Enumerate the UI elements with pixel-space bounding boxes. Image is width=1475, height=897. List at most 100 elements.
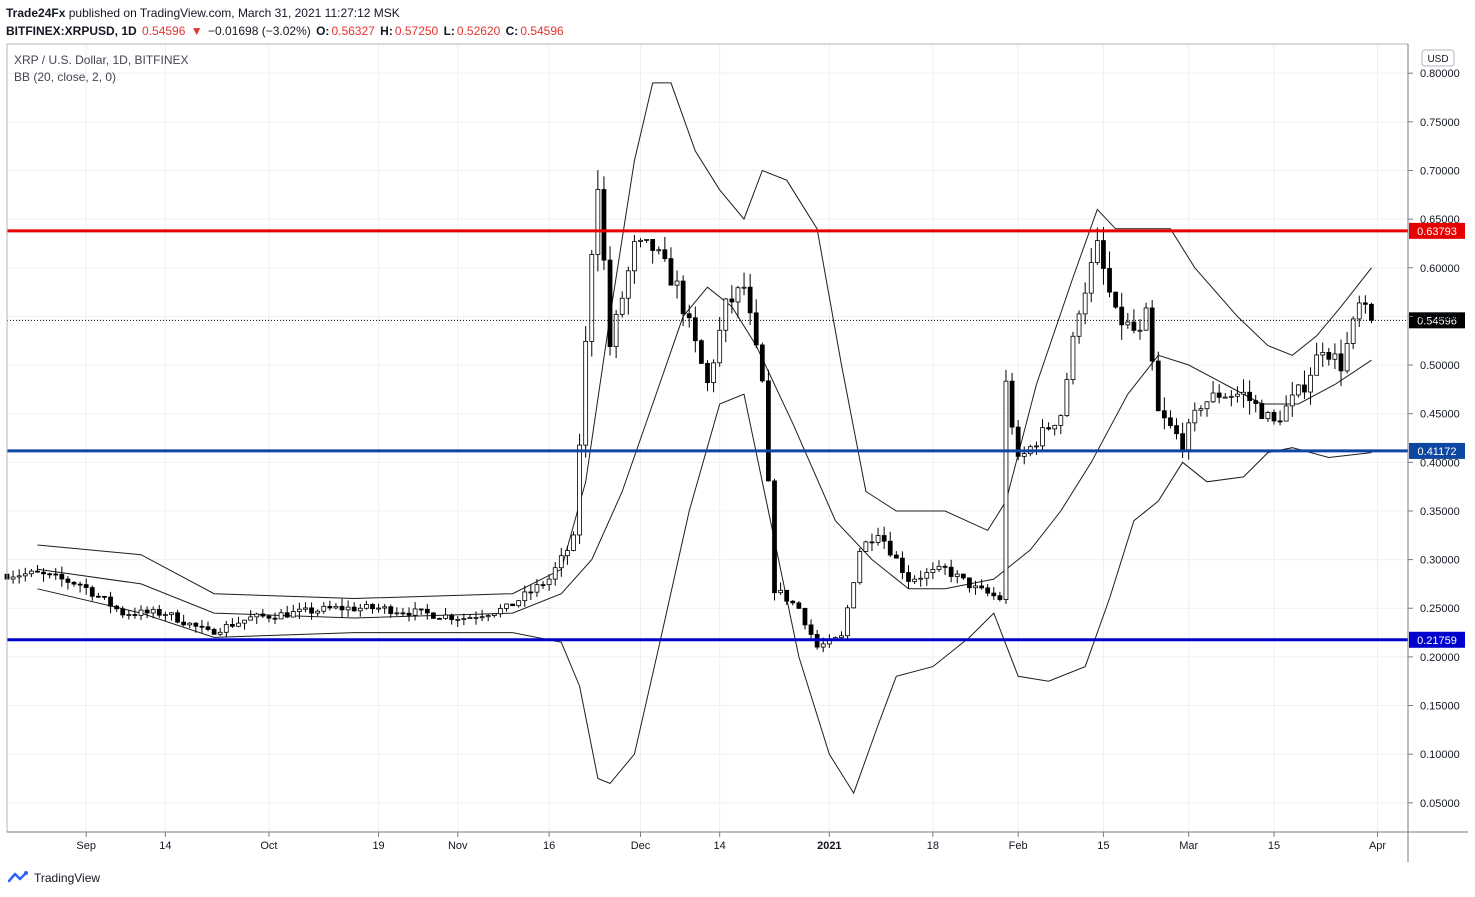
candle-down (95, 595, 101, 598)
candle-down (1369, 303, 1374, 321)
candle-up (558, 555, 564, 569)
candle-up (546, 578, 552, 586)
candle-up (321, 605, 327, 612)
candle-down (1119, 306, 1125, 326)
candle-down (65, 578, 71, 583)
y-tick-label: 0.60000 (1420, 263, 1460, 275)
candle-up (1064, 379, 1070, 416)
candle-down (309, 607, 314, 614)
candle-down (199, 625, 205, 628)
candle-down (1015, 426, 1021, 457)
candle-down (942, 565, 948, 568)
x-tick-label: 15 (1097, 840, 1109, 852)
legend-title: XRP / U.S. Dollar, 1D, BITFINEX (14, 53, 189, 67)
candle-up (467, 617, 473, 620)
x-tick-label: 15 (1268, 840, 1280, 852)
candle-up (1003, 380, 1009, 600)
candle-up (1308, 374, 1313, 393)
candle-down (370, 604, 375, 610)
publisher-name[interactable]: Trade24Fx (6, 6, 66, 20)
candle-down (960, 573, 966, 579)
x-tick-label: Sep (76, 840, 96, 852)
level-label: 0.63793 (1417, 226, 1457, 238)
candle-down (339, 605, 345, 611)
candle-down (132, 614, 138, 616)
y-tick-label: 0.70000 (1420, 165, 1460, 177)
candle-up (138, 609, 144, 616)
legend-indicator[interactable]: BB (20, close, 2, 0) (14, 70, 117, 84)
candle-up (382, 606, 388, 609)
currency-badge[interactable] (1421, 49, 1455, 67)
candle-down (260, 613, 266, 617)
x-tick-label: 14 (159, 840, 171, 852)
candle-up (1034, 445, 1039, 448)
candle-down (808, 624, 814, 635)
candle-down (211, 629, 217, 635)
plot-frame (6, 43, 1409, 833)
open-value: 0.56327 (331, 24, 375, 38)
candle-down (102, 595, 107, 598)
candle-up (589, 254, 595, 342)
candle-up (656, 249, 662, 252)
candle-up (1228, 395, 1234, 398)
candle-up (491, 613, 497, 616)
candle-up (10, 576, 16, 580)
bb-upper-line (37, 82, 1372, 600)
candle-down (424, 608, 430, 614)
candle-up (364, 604, 369, 609)
candle-up (717, 329, 723, 364)
candle-up (303, 607, 308, 610)
candle-up (504, 603, 509, 609)
candle-up (254, 613, 260, 618)
candle-up (498, 607, 503, 615)
bb-lower-line (37, 393, 1372, 795)
candle-down (784, 589, 790, 602)
y-tick-label: 0.75000 (1420, 117, 1460, 129)
candle-up (479, 616, 485, 619)
candle-down (790, 600, 796, 604)
candle-down (759, 344, 765, 382)
candle-down (327, 605, 333, 609)
candle-down (71, 581, 77, 585)
y-tick-label: 0.25000 (1420, 603, 1460, 615)
y-tick-label: 0.20000 (1420, 652, 1460, 664)
candle-up (1314, 354, 1320, 376)
candle-down (1009, 380, 1015, 428)
candle-down (400, 612, 406, 615)
candle-down (528, 591, 534, 594)
candle-up (278, 612, 284, 620)
candle-up (534, 584, 540, 593)
candle-up (1283, 405, 1289, 422)
x-tick-label: 19 (372, 840, 384, 852)
tradingview-brand: TradingView (34, 871, 101, 885)
candle-up (236, 622, 241, 627)
candle-down (351, 606, 357, 612)
candle-up (1021, 453, 1027, 457)
candle-up (357, 607, 363, 612)
candle-down (1326, 352, 1332, 360)
tradingview-footer[interactable]: TradingView (8, 870, 100, 886)
candle-down (1168, 417, 1173, 427)
candle-up (345, 606, 351, 611)
candle-down (906, 572, 911, 582)
candle-down (388, 606, 394, 615)
candle-up (552, 567, 558, 580)
candle-up (1070, 335, 1076, 381)
candle-down (229, 624, 235, 627)
candle-up (839, 635, 844, 639)
level-label-bg (1409, 442, 1465, 459)
candle-up (1241, 391, 1246, 395)
candle-down (114, 605, 120, 610)
candle-up (315, 610, 321, 614)
candle-up (571, 534, 576, 551)
candle-up (1040, 427, 1045, 447)
x-tick-label: Apr (1369, 840, 1386, 852)
candle-up (577, 444, 582, 536)
candle-up (1137, 329, 1143, 332)
candle-down (77, 583, 83, 586)
candle-down (120, 608, 126, 616)
candle-up (297, 608, 302, 612)
candle-up (443, 614, 448, 619)
candle-down (418, 608, 424, 611)
